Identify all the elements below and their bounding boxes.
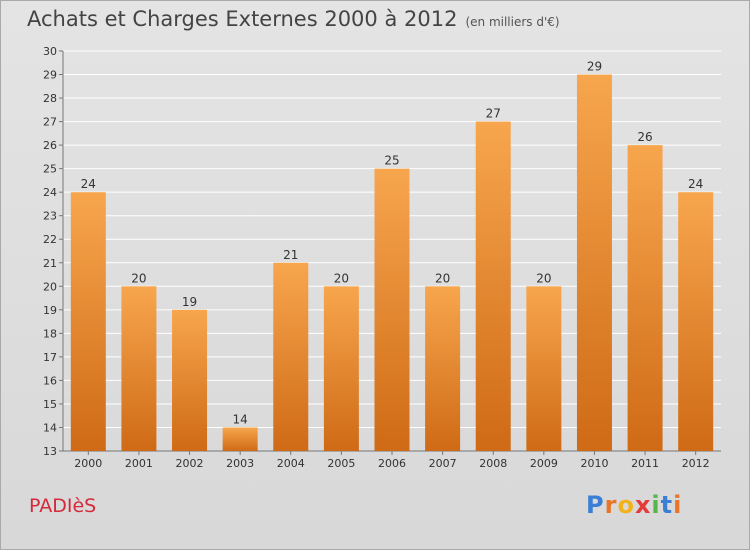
- y-tick-label: 22: [43, 233, 57, 246]
- bar-2007: [425, 286, 461, 451]
- bar-value-label: 21: [283, 248, 298, 262]
- y-tick-label: 20: [43, 280, 57, 293]
- brand-letter: r: [604, 491, 618, 519]
- bar-value-label: 20: [435, 271, 450, 285]
- x-tick-label: 2003: [226, 457, 254, 470]
- y-tick-label: 15: [43, 398, 57, 411]
- y-tick-label: 28: [43, 92, 57, 105]
- x-tick-label: 2001: [125, 457, 153, 470]
- bar-value-label: 20: [131, 271, 146, 285]
- bar-2010: [576, 74, 612, 451]
- y-tick-label: 16: [43, 374, 57, 387]
- y-tick-label: 19: [43, 304, 57, 317]
- bar-value-label: 25: [384, 154, 399, 168]
- y-tick-label: 14: [43, 421, 57, 434]
- bar-value-label: 24: [688, 177, 703, 191]
- brand-letter: o: [617, 491, 635, 519]
- y-tick-label: 25: [43, 163, 57, 176]
- bar-2001: [121, 286, 157, 451]
- bar-2008: [475, 121, 511, 452]
- brand-logo: Proxiti: [586, 491, 682, 519]
- chart-subtitle: (en milliers d'€): [465, 15, 560, 29]
- bars: 24 20 19 14 21 20 25 20 27 20 29 26 24: [70, 60, 714, 452]
- y-tick-label: 26: [43, 139, 57, 152]
- x-tick-label: 2010: [580, 457, 608, 470]
- chart-title: Achats et Charges Externes 2000 à 2012 (e…: [27, 7, 560, 31]
- bar-2006: [374, 168, 410, 451]
- bar-2005: [323, 286, 359, 451]
- bar-value-label: 26: [637, 130, 652, 144]
- bar-value-label: 29: [587, 60, 602, 74]
- x-tick-label: 2008: [479, 457, 507, 470]
- x-tick-label: 2004: [277, 457, 305, 470]
- bar-2000: [70, 192, 106, 452]
- x-tick-label: 2005: [327, 457, 355, 470]
- y-tick-label: 30: [43, 45, 57, 58]
- city-label: PADIèS: [29, 495, 97, 517]
- bar-2011: [627, 145, 663, 451]
- x-axis: 2000 2001 2002 2003 2004 2005 2006 2007 2008 2009…: [74, 451, 710, 470]
- x-tick-label: 2002: [176, 457, 204, 470]
- x-tick-label: 2011: [631, 457, 659, 470]
- y-tick-label: 13: [43, 445, 57, 458]
- x-tick-label: 2006: [378, 457, 406, 470]
- bar-2009: [526, 286, 562, 451]
- y-tick-label: 17: [43, 351, 57, 364]
- bar-2004: [273, 262, 309, 451]
- bar-value-label: 14: [233, 412, 248, 426]
- y-tick-label: 18: [43, 327, 57, 340]
- y-tick-label: 23: [43, 210, 57, 223]
- bar-value-label: 19: [182, 295, 197, 309]
- x-tick-label: 2007: [429, 457, 457, 470]
- y-tick-label: 27: [43, 116, 57, 129]
- brand-letter: t: [660, 491, 674, 519]
- x-tick-label: 2012: [682, 457, 710, 470]
- bar-value-label: 24: [81, 177, 96, 191]
- brand-letter: i: [651, 491, 661, 519]
- y-tick-label: 24: [43, 186, 57, 199]
- y-tick-label: 29: [43, 69, 57, 82]
- brand-letter: P: [586, 491, 605, 519]
- x-tick-label: 2000: [74, 457, 102, 470]
- bar-value-label: 20: [334, 271, 349, 285]
- chart-title-text: Achats et Charges Externes 2000 à 2012: [27, 7, 458, 31]
- x-tick-label: 2009: [530, 457, 558, 470]
- bar-2002: [172, 309, 208, 451]
- bar-2003: [222, 427, 258, 451]
- brand-letter: x: [634, 491, 652, 519]
- y-tick-label: 21: [43, 257, 57, 270]
- brand-letter: i: [673, 491, 683, 519]
- bar-value-label: 20: [536, 271, 551, 285]
- bar-2012: [678, 192, 714, 452]
- bar-value-label: 27: [486, 107, 501, 121]
